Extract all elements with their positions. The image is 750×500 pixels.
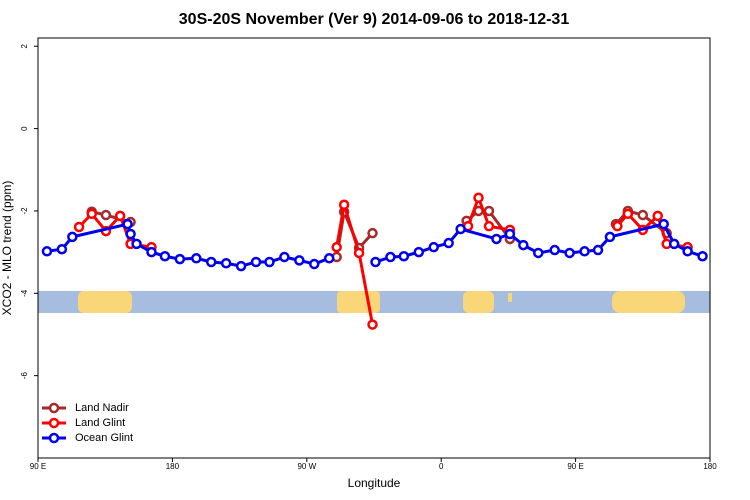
data-point <box>174 253 186 265</box>
data-point <box>191 253 202 264</box>
data-point <box>125 228 136 240</box>
data-point <box>353 247 365 259</box>
land-patch <box>78 291 132 313</box>
x-axis-label: Longitude <box>348 476 401 490</box>
y-tick-label: 2 <box>20 43 29 48</box>
data-point <box>159 250 171 262</box>
data-point <box>385 251 396 263</box>
data-point <box>205 256 217 268</box>
legend-swatch-point <box>48 417 60 429</box>
data-point <box>367 319 378 330</box>
data-point <box>604 231 616 243</box>
data-point <box>413 246 425 258</box>
data-point <box>428 241 439 253</box>
data-point <box>73 221 85 233</box>
y-tick-label: 0 <box>20 126 29 131</box>
data-point <box>549 244 560 256</box>
data-point <box>473 192 484 204</box>
x-tick-label: 90 W <box>297 462 316 471</box>
data-point <box>338 199 350 211</box>
data-point <box>67 231 78 243</box>
x-tick-label: 90 E <box>30 462 46 471</box>
data-point <box>682 246 693 257</box>
legend-swatch-point <box>48 432 60 444</box>
x-tick-label: 0 <box>439 462 444 471</box>
x-tick-label: 180 <box>703 462 717 471</box>
data-point <box>41 246 53 257</box>
data-point <box>637 209 649 221</box>
data-point <box>483 205 495 217</box>
data-point <box>579 246 590 257</box>
data-point <box>56 243 68 255</box>
data-point <box>309 258 320 270</box>
data-point <box>264 256 275 268</box>
data-point <box>146 246 157 258</box>
map-band <box>38 291 710 313</box>
data-point <box>323 253 335 264</box>
data-point <box>652 210 663 222</box>
data-point <box>114 210 126 222</box>
legend-label: Land Glint <box>75 417 125 429</box>
y-tick-label: -6 <box>20 372 29 380</box>
data-point <box>279 251 290 263</box>
data-point <box>455 223 466 235</box>
land-patch <box>463 291 494 313</box>
y-axis-label: XCO2 - MLO trend (ppm) <box>0 181 14 316</box>
data-point <box>504 228 516 240</box>
legend-swatch-point <box>48 402 60 414</box>
data-point <box>491 233 502 245</box>
data-point <box>564 247 575 259</box>
data-point <box>370 256 381 268</box>
land-patch <box>612 291 685 313</box>
data-point <box>483 220 495 232</box>
legend-label: Ocean Glint <box>75 432 133 444</box>
data-point <box>294 255 305 266</box>
data-point <box>443 237 454 249</box>
data-point <box>697 250 708 262</box>
land-patch <box>508 293 512 302</box>
y-tick-label: -2 <box>20 207 29 215</box>
data-point <box>86 208 98 220</box>
land-patch <box>337 291 380 313</box>
legend-label: Land Nadir <box>75 402 129 414</box>
plot-frame <box>37 37 711 459</box>
data-point <box>100 209 112 221</box>
data-point <box>533 247 544 259</box>
series-line <box>77 193 688 325</box>
data-point <box>668 238 680 250</box>
data-point <box>367 227 378 239</box>
data-point <box>658 218 669 230</box>
data-point <box>235 260 247 272</box>
data-point <box>592 244 604 256</box>
data-point <box>250 256 262 268</box>
x-tick-label: 180 <box>166 462 180 471</box>
data-point <box>131 238 142 250</box>
x-tick-label: 90 E <box>567 462 583 471</box>
chart-title: 30S-20S November (Ver 9) 2014-09-06 to 2… <box>179 11 570 28</box>
data-point <box>518 239 529 251</box>
data-point <box>220 257 232 269</box>
data-point <box>398 250 410 262</box>
y-tick-label: -4 <box>20 289 29 297</box>
data-point <box>122 218 133 230</box>
data-point <box>612 220 623 232</box>
data-point <box>331 241 342 253</box>
data-point <box>622 208 634 220</box>
